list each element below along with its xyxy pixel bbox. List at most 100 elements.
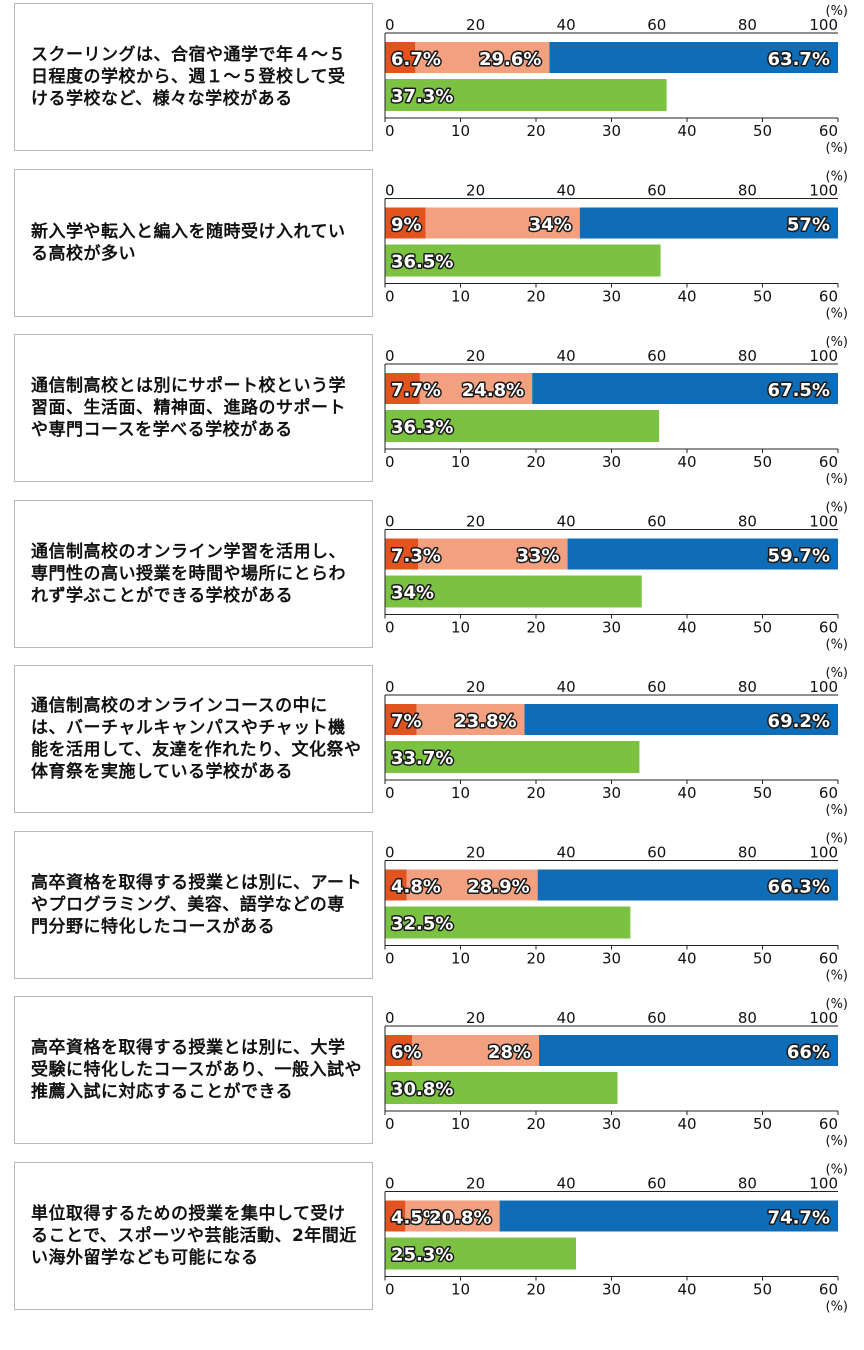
bottom-tick-label: 20 — [526, 950, 545, 968]
stacked-value-label: 7.3% — [391, 546, 441, 567]
top-tick-label: 100 — [809, 16, 838, 34]
stacked-value-label: 29.6% — [479, 49, 541, 70]
bottom-tick-label: 60 — [819, 619, 838, 637]
row-label-box: スクーリングは、合宿や通学で年４〜５日程度の学校から、週１〜５登校して受ける学校… — [14, 3, 373, 151]
top-tick-label: 100 — [809, 182, 838, 200]
single-bar — [385, 244, 661, 277]
bottom-tick-label: 30 — [602, 288, 621, 306]
bottom-tick-label: 60 — [819, 1115, 838, 1133]
bottom-tick-label: 50 — [753, 122, 772, 140]
top-tick-label: 40 — [557, 678, 576, 696]
top-axis-unit: (%) — [826, 4, 849, 19]
stacked-value-label: 7.7% — [391, 380, 441, 401]
bottom-axis-unit: (%) — [826, 141, 849, 156]
row-label-box: 高卒資格を取得する授業とは別に、アートやプログラミング、美容、語学などの専門分野… — [14, 830, 373, 979]
bottom-tick-label: 20 — [526, 619, 545, 637]
bottom-tick-label: 20 — [526, 122, 545, 140]
bottom-tick-label: 0 — [385, 1115, 395, 1133]
top-tick-label: 80 — [738, 1175, 757, 1193]
top-tick-label: 60 — [647, 182, 666, 200]
stacked-bar-segment-1 — [385, 1200, 406, 1232]
top-tick-label: 20 — [466, 347, 485, 365]
row-label: 高卒資格を取得する授業とは別に、大学受験に特化したコースがあり、一般入試や推薦入… — [31, 1038, 362, 1102]
stacked-value-label: 34% — [529, 215, 572, 236]
bottom-tick-label: 50 — [753, 950, 772, 968]
bottom-tick-label: 50 — [753, 784, 772, 802]
stacked-value-label: 28% — [488, 1042, 531, 1063]
top-tick-label: 80 — [738, 16, 757, 34]
bottom-axis-unit: (%) — [826, 969, 849, 984]
top-tick-label: 60 — [647, 513, 666, 531]
stacked-value-label: 24.8% — [462, 380, 524, 401]
bottom-tick-label: 20 — [526, 288, 545, 306]
top-tick-label: 100 — [809, 347, 838, 365]
stacked-bar-segment-1 — [385, 373, 420, 404]
stacked-bar-segment-1 — [385, 207, 426, 239]
top-axis-unit: (%) — [826, 170, 849, 185]
stacked-value-label: 6.7% — [391, 49, 441, 70]
top-axis-unit: (%) — [826, 1163, 849, 1178]
bottom-tick-label: 60 — [819, 122, 838, 140]
top-tick-label: 100 — [809, 678, 838, 696]
single-bar — [385, 410, 660, 442]
top-tick-label: 0 — [385, 1009, 395, 1027]
bottom-axis-unit: (%) — [826, 803, 849, 818]
bottom-tick-label: 50 — [753, 1115, 772, 1133]
stacked-value-label: 57% — [787, 215, 830, 236]
stacked-bar-segment-3 — [537, 869, 838, 901]
bottom-tick-label: 10 — [451, 122, 470, 140]
stacked-bar-segment-1 — [385, 1035, 413, 1066]
top-tick-label: 80 — [738, 844, 757, 862]
stacked-bar-segment-2 — [416, 704, 525, 735]
top-tick-label: 0 — [385, 1175, 395, 1193]
stacked-bar-segment-1 — [385, 869, 407, 901]
bottom-tick-label: 10 — [451, 1115, 470, 1133]
bottom-tick-label: 0 — [385, 619, 395, 637]
bottom-tick-label: 40 — [677, 453, 696, 471]
top-tick-label: 60 — [647, 1175, 666, 1193]
top-tick-label: 20 — [466, 1009, 485, 1027]
stacked-bar-segment-2 — [405, 1200, 500, 1232]
top-tick-label: 20 — [466, 16, 485, 34]
stacked-bar-segment-3 — [499, 1200, 838, 1232]
top-axis-unit: (%) — [826, 832, 849, 847]
top-tick-label: 0 — [385, 844, 395, 862]
stacked-value-label: 33% — [516, 546, 559, 567]
row-label: スクーリングは、合宿や通学で年４〜５日程度の学校から、週１〜５登校して受ける学校… — [31, 45, 346, 109]
bottom-tick-label: 0 — [385, 453, 395, 471]
top-tick-label: 100 — [809, 1009, 838, 1027]
top-tick-label: 0 — [385, 347, 395, 365]
bottom-tick-label: 60 — [819, 950, 838, 968]
row-label-box: 高卒資格を取得する授業とは別に、大学受験に特化したコースがあり、一般入試や推薦入… — [14, 996, 373, 1144]
top-tick-label: 40 — [557, 182, 576, 200]
bottom-axis-unit: (%) — [826, 638, 849, 653]
bottom-tick-label: 30 — [602, 784, 621, 802]
bottom-tick-label: 40 — [677, 122, 696, 140]
stacked-bar-segment-1 — [385, 538, 419, 570]
bottom-tick-label: 10 — [451, 950, 470, 968]
bottom-tick-label: 40 — [677, 288, 696, 306]
bottom-tick-label: 20 — [526, 1115, 545, 1133]
top-tick-label: 80 — [738, 678, 757, 696]
top-tick-label: 40 — [557, 1009, 576, 1027]
single-value-label: 32.5% — [391, 914, 453, 935]
top-tick-label: 100 — [809, 513, 838, 531]
single-bar — [385, 741, 640, 773]
stacked-bar-segment-3 — [532, 373, 838, 404]
stacked-bar-segment-2 — [415, 42, 550, 73]
stacked-bar-segment-2 — [419, 373, 533, 404]
bottom-tick-label: 40 — [677, 1115, 696, 1133]
stacked-value-label: 67.5% — [768, 380, 830, 401]
stacked-bar-segment-3 — [539, 1035, 838, 1066]
row-label: 通信制高校のオンライン学習を活用し、専門性の高い授業を時間や場所にとらわれず学ぶ… — [31, 541, 346, 606]
single-bar — [385, 1237, 577, 1270]
bottom-axis-unit: (%) — [826, 1300, 849, 1315]
top-tick-label: 0 — [385, 513, 395, 531]
bottom-tick-label: 10 — [451, 453, 470, 471]
bottom-tick-label: 60 — [819, 1281, 838, 1299]
bottom-tick-label: 40 — [677, 784, 696, 802]
top-tick-label: 60 — [647, 1009, 666, 1027]
top-tick-label: 60 — [647, 678, 666, 696]
stacked-value-label: 69.2% — [768, 711, 830, 732]
bottom-tick-label: 0 — [385, 784, 395, 802]
